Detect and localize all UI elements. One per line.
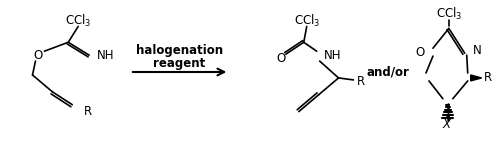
Text: CCl$_3$: CCl$_3$ xyxy=(436,6,462,22)
Text: $\bar{X}$: $\bar{X}$ xyxy=(442,117,453,132)
Text: halogenation: halogenation xyxy=(136,44,223,57)
Polygon shape xyxy=(471,75,482,81)
Text: R: R xyxy=(356,75,364,88)
Text: NH: NH xyxy=(323,49,341,62)
Text: CCl$_3$: CCl$_3$ xyxy=(293,12,320,29)
Text: O: O xyxy=(416,46,424,59)
Text: R: R xyxy=(84,105,92,118)
Text: O: O xyxy=(276,52,285,65)
Text: reagent: reagent xyxy=(153,57,206,70)
Text: O: O xyxy=(34,49,43,62)
Text: NH: NH xyxy=(97,49,114,62)
Text: CCl$_3$: CCl$_3$ xyxy=(65,12,91,29)
Text: and/or: and/or xyxy=(367,65,410,79)
Text: N: N xyxy=(473,44,482,57)
Text: R: R xyxy=(484,72,492,84)
